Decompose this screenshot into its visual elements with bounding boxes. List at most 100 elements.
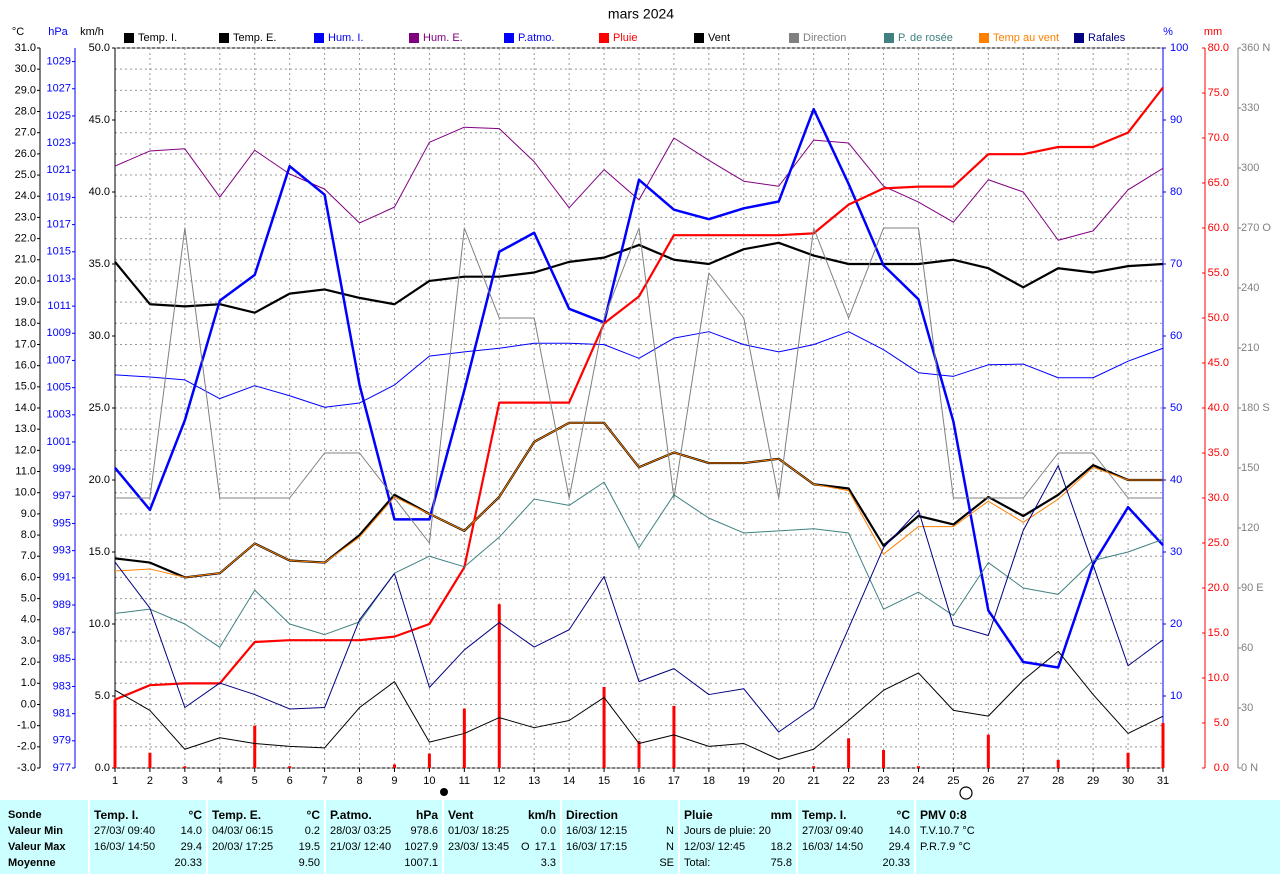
- y-tick-label: 989: [53, 599, 71, 611]
- stats-row: 21/03/ 12:40 1027.9: [330, 839, 438, 855]
- y-tick-label: 991: [53, 572, 71, 584]
- y-tick-label: 21.0: [15, 254, 36, 266]
- stats-cell: Jours de pluie: 20: [684, 825, 771, 837]
- series-line: [114, 241, 1164, 314]
- stats-cell: 0.2: [304, 825, 320, 837]
- y-tick-label: 1003: [47, 409, 71, 421]
- column-header: Temp. E. °C: [212, 807, 320, 823]
- column-title: PMV 0:8: [920, 808, 967, 822]
- stats-cell: 20.33: [174, 857, 202, 869]
- stats-cell: 1007.1: [404, 857, 438, 869]
- y-tick-label: 5.0: [21, 592, 36, 604]
- stats-row: 04/03/ 06:15 0.2: [212, 823, 320, 839]
- stats-cell: 16/03/ 17:15: [566, 841, 628, 853]
- stats-row: 3.3: [448, 855, 556, 871]
- y-tick-label: 80: [1170, 186, 1182, 198]
- x-tick-label: 3: [182, 775, 188, 787]
- rain-bar: [847, 738, 851, 768]
- rain-bar: [1126, 752, 1130, 768]
- stats-row: 12/03/ 12:45 18.2: [684, 839, 792, 855]
- y-tick-label: 30.0: [1208, 492, 1229, 504]
- y-tick-label: 1013: [47, 273, 71, 285]
- x-tick-label: 26: [982, 775, 994, 787]
- y-tick-label: 977: [53, 762, 71, 774]
- rain-bar: [1056, 759, 1060, 768]
- y-tick-label: 0.0: [95, 762, 110, 774]
- y-tick-label: 0.0: [21, 698, 36, 710]
- stats-column: Pluie mm Jours de pluie: 20 12/03/ 12:45 18.…: [678, 800, 796, 874]
- legend-swatch: [124, 33, 134, 43]
- column-title: P.atmo.: [330, 808, 372, 822]
- stats-row: T.V.10.7 °C: [920, 823, 1028, 839]
- y-tick-label: 993: [53, 545, 71, 557]
- legend-label: Rafales: [1088, 32, 1126, 44]
- stats-column: Vent km/h 01/03/ 18:25 0.0 23/03/ 13:45 O 17.1…: [442, 800, 560, 874]
- legend-label: Temp au vent: [993, 32, 1059, 44]
- column-header: PMV 0:8: [920, 807, 1028, 823]
- column-unit: °C: [188, 808, 202, 822]
- y-tick-label: 20.0: [89, 474, 110, 486]
- y-tick-label: -2.0: [17, 741, 36, 753]
- chart-title: mars 2024: [608, 6, 674, 22]
- stats-row: 16/03/ 14:50 29.4: [802, 839, 910, 855]
- stats-cell: 27/03/ 09:40: [94, 825, 156, 837]
- y-tick-label: 987: [53, 626, 71, 638]
- stats-column: Temp. I. °C 27/03/ 09:40 14.0 16/03/ 14:50 29…: [88, 800, 206, 874]
- legend-swatch: [409, 33, 419, 43]
- stats-cell: 75.8: [770, 857, 792, 869]
- rain-bar: [497, 604, 501, 768]
- y-tick-label: 13.0: [15, 423, 36, 435]
- stats-cell: SE: [659, 857, 674, 869]
- y-tick-label: 60.0: [1208, 222, 1229, 234]
- y-tick-label: 3.0: [21, 635, 36, 647]
- y-tick-label: 2.0: [21, 656, 36, 668]
- y-tick-label: 70.0: [1208, 132, 1229, 144]
- column-header: Pluie mm: [684, 807, 792, 823]
- y-tick-label: 983: [53, 680, 71, 692]
- y-tick-label: 45.0: [1208, 357, 1229, 369]
- column-unit: mm: [770, 808, 792, 822]
- rain-bar: [812, 766, 816, 768]
- stats-cell: 1027.9: [404, 841, 438, 853]
- y-tick-label: 0.0: [1214, 762, 1229, 774]
- x-tick-label: 25: [947, 775, 959, 787]
- legend-swatch: [694, 33, 704, 43]
- y-tick-label: 10: [1170, 690, 1182, 702]
- legend-label: Temp. I.: [138, 32, 177, 44]
- y-tick-label: 26.0: [15, 148, 36, 160]
- stats-cell: 01/03/ 18:25: [448, 825, 510, 837]
- x-tick-label: 22: [842, 775, 854, 787]
- legend-label: Pluie: [613, 32, 637, 44]
- y-tick-label: 60: [1241, 642, 1253, 654]
- legend-label: P.atmo.: [518, 32, 555, 44]
- x-tick-label: 12: [493, 775, 505, 787]
- legend-swatch: [884, 33, 894, 43]
- column-title: Pluie: [684, 808, 713, 822]
- stats-row: SE: [566, 855, 674, 871]
- rain-bar: [392, 764, 396, 768]
- x-tick-label: 18: [703, 775, 715, 787]
- axis-title: °C: [12, 26, 24, 38]
- legend-swatch: [219, 33, 229, 43]
- stats-cell: 3.3: [540, 857, 556, 869]
- stats-row: 16/03/ 12:15 N: [566, 823, 674, 839]
- rain-bar: [148, 752, 152, 768]
- x-tick-label: 30: [1122, 775, 1134, 787]
- stats-row: 20.33: [94, 855, 202, 871]
- rain-bar: [672, 705, 676, 768]
- y-tick-label: 7.0: [21, 550, 36, 562]
- stats-cell: N: [666, 841, 674, 853]
- stats-row: 23/03/ 13:45 O 17.1: [448, 839, 556, 855]
- stats-row: 1007.1: [330, 855, 438, 871]
- y-tick-label: 10.0: [15, 487, 36, 499]
- y-tick-label: 4.0: [21, 614, 36, 626]
- stats-cell: 978.6: [410, 825, 438, 837]
- y-tick-label: 150: [1241, 462, 1259, 474]
- stats-row: 16/03/ 17:15 N: [566, 839, 674, 855]
- legend-label: P. de rosée: [898, 32, 953, 44]
- x-tick-label: 23: [877, 775, 889, 787]
- y-tick-label: 35.0: [1208, 447, 1229, 459]
- series-line: [114, 126, 1164, 241]
- legend-swatch: [1074, 33, 1084, 43]
- stats-cell: 04/03/ 06:15: [212, 825, 274, 837]
